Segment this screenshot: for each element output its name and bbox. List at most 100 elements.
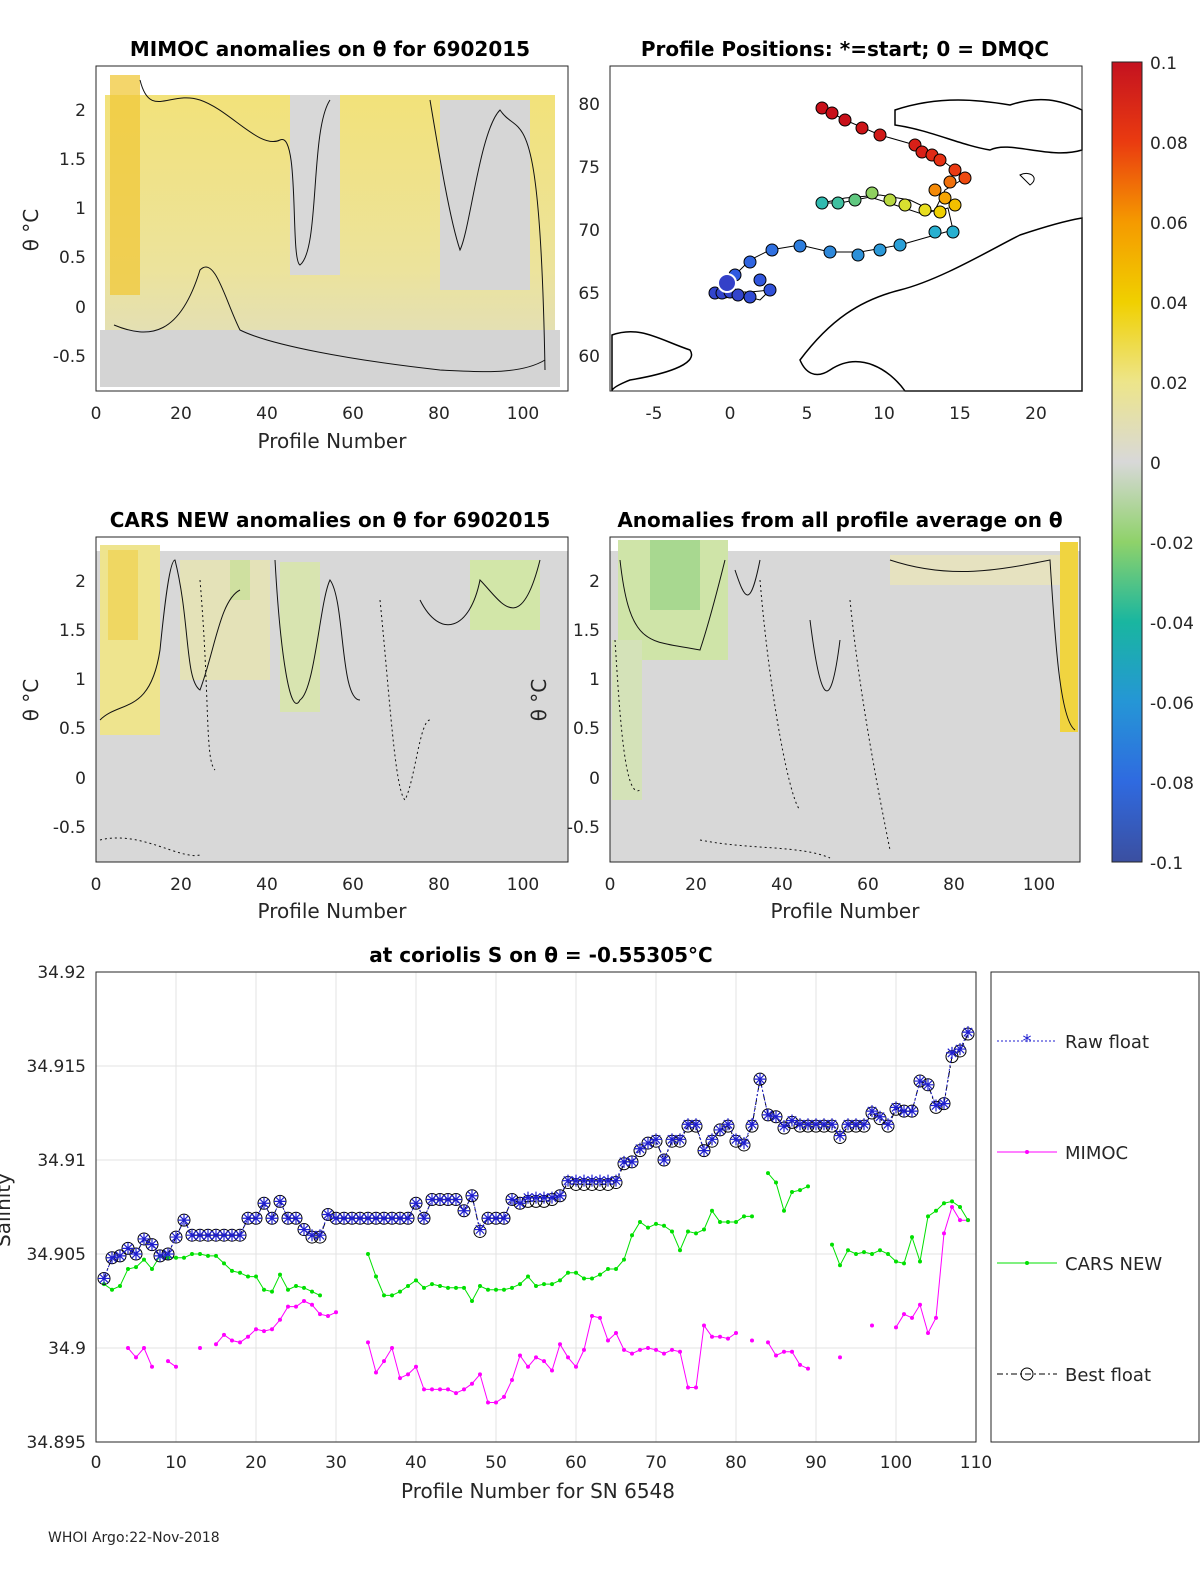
salinity-x-ticks: 0 10 20 30 40 50 60 70 80 90 100 110 [91, 1453, 993, 1473]
data-point [370, 1212, 382, 1225]
y-tick-label: 34.9 [48, 1339, 86, 1359]
data-point [186, 1229, 198, 1242]
data-point [838, 1355, 842, 1360]
data-point [634, 1142, 646, 1155]
profile-position-marker [865, 186, 879, 200]
data-point [734, 1220, 738, 1225]
data-point [686, 1229, 690, 1234]
avg-y-axis-label: θ °C [527, 679, 551, 722]
data-point [214, 1342, 218, 1347]
bear-island-coastline [1019, 172, 1035, 186]
x-tick-label: 90 [805, 1453, 827, 1473]
data-point [622, 1257, 626, 1262]
positions-y-ticks: 80 75 70 65 60 [578, 95, 600, 367]
x-tick-label: 80 [725, 1453, 747, 1473]
data-point [962, 1026, 974, 1039]
data-point [766, 1171, 770, 1176]
asterisk-icon: * [1023, 1031, 1032, 1052]
data-point [750, 1338, 754, 1343]
legend-label: MIMOC [1065, 1143, 1128, 1164]
x-tick-label: -5 [646, 404, 663, 424]
data-point [254, 1327, 258, 1332]
data-point [554, 1189, 566, 1202]
salinity-axes-box [95, 971, 977, 1443]
y-tick-label: 1.5 [573, 621, 600, 641]
data-point [694, 1385, 698, 1390]
data-point [774, 1353, 778, 1358]
y-tick-label: 0.5 [59, 719, 86, 739]
data-point [478, 1283, 482, 1288]
profile-position-marker [848, 193, 862, 207]
data-point [534, 1355, 538, 1360]
data-point [842, 1118, 854, 1131]
x-tick-label: 100 [880, 1453, 912, 1473]
profile-position-marker [823, 245, 837, 259]
data-point [602, 1174, 614, 1187]
mimoc-x-axis-label: Profile Number [258, 429, 408, 453]
data-point [686, 1385, 690, 1390]
data-point [410, 1197, 422, 1210]
series-line [127, 1347, 153, 1367]
y-tick-label: 34.915 [27, 1057, 86, 1077]
data-point [682, 1118, 694, 1131]
y-tick-label: 1.5 [59, 621, 86, 641]
data-point [542, 1359, 546, 1364]
x-tick-label: 100 [507, 404, 539, 424]
profile-position-marker [825, 106, 839, 120]
data-point [426, 1193, 438, 1206]
data-point [630, 1233, 634, 1238]
y-tick-label: 34.905 [27, 1245, 86, 1265]
data-point [278, 1272, 282, 1277]
x-tick-label: 80 [943, 875, 965, 895]
data-point [354, 1212, 366, 1225]
salinity-x-axis-label: Profile Number for SN 6548 [401, 1479, 675, 1503]
data-point [694, 1231, 698, 1236]
data-point [434, 1193, 446, 1206]
data-point [254, 1274, 258, 1279]
data-point [270, 1327, 274, 1332]
data-point [270, 1289, 274, 1294]
avg-panel-title: Anomalies from all profile average on θ [617, 508, 1062, 532]
x-tick-label: 40 [256, 404, 278, 424]
data-point [862, 1250, 866, 1255]
data-point [486, 1400, 490, 1405]
y-tick-label: 34.92 [37, 963, 86, 983]
data-point [222, 1332, 226, 1337]
data-point [870, 1252, 874, 1256]
x-tick-label: 110 [960, 1453, 992, 1473]
data-point [502, 1394, 506, 1399]
data-point [950, 1199, 954, 1204]
data-point [810, 1118, 822, 1131]
profile-position-marker [753, 273, 767, 287]
data-point [718, 1220, 722, 1225]
data-point [650, 1133, 662, 1146]
x-tick-label: 50 [485, 1453, 507, 1473]
salinity-series [97, 1026, 975, 1405]
data-point [738, 1137, 750, 1150]
data-point [546, 1191, 558, 1204]
data-point [790, 1349, 794, 1354]
data-point [302, 1285, 306, 1290]
y-tick-label: -0.5 [53, 818, 86, 838]
data-point [718, 1334, 722, 1339]
data-point [366, 1340, 370, 1345]
cars-contour-line [99, 559, 241, 721]
cars-axes-box [95, 536, 569, 863]
data-point [846, 1248, 850, 1253]
mimoc-contour-line [429, 99, 546, 371]
mimoc-deep-neutral-region [100, 330, 560, 387]
x-tick-label: 15 [949, 404, 971, 424]
data-point [106, 1251, 118, 1264]
profile-position-marker [855, 121, 869, 135]
x-tick-label: 0 [91, 1453, 102, 1473]
data-point [722, 1118, 734, 1131]
data-point [422, 1285, 426, 1290]
data-point [702, 1323, 706, 1328]
data-point [518, 1353, 522, 1358]
series-cars-new [102, 1171, 970, 1303]
data-point [402, 1212, 414, 1225]
data-point [510, 1377, 514, 1382]
data-point [958, 1205, 962, 1209]
profile-position-marker [743, 255, 757, 269]
data-point [886, 1252, 890, 1256]
